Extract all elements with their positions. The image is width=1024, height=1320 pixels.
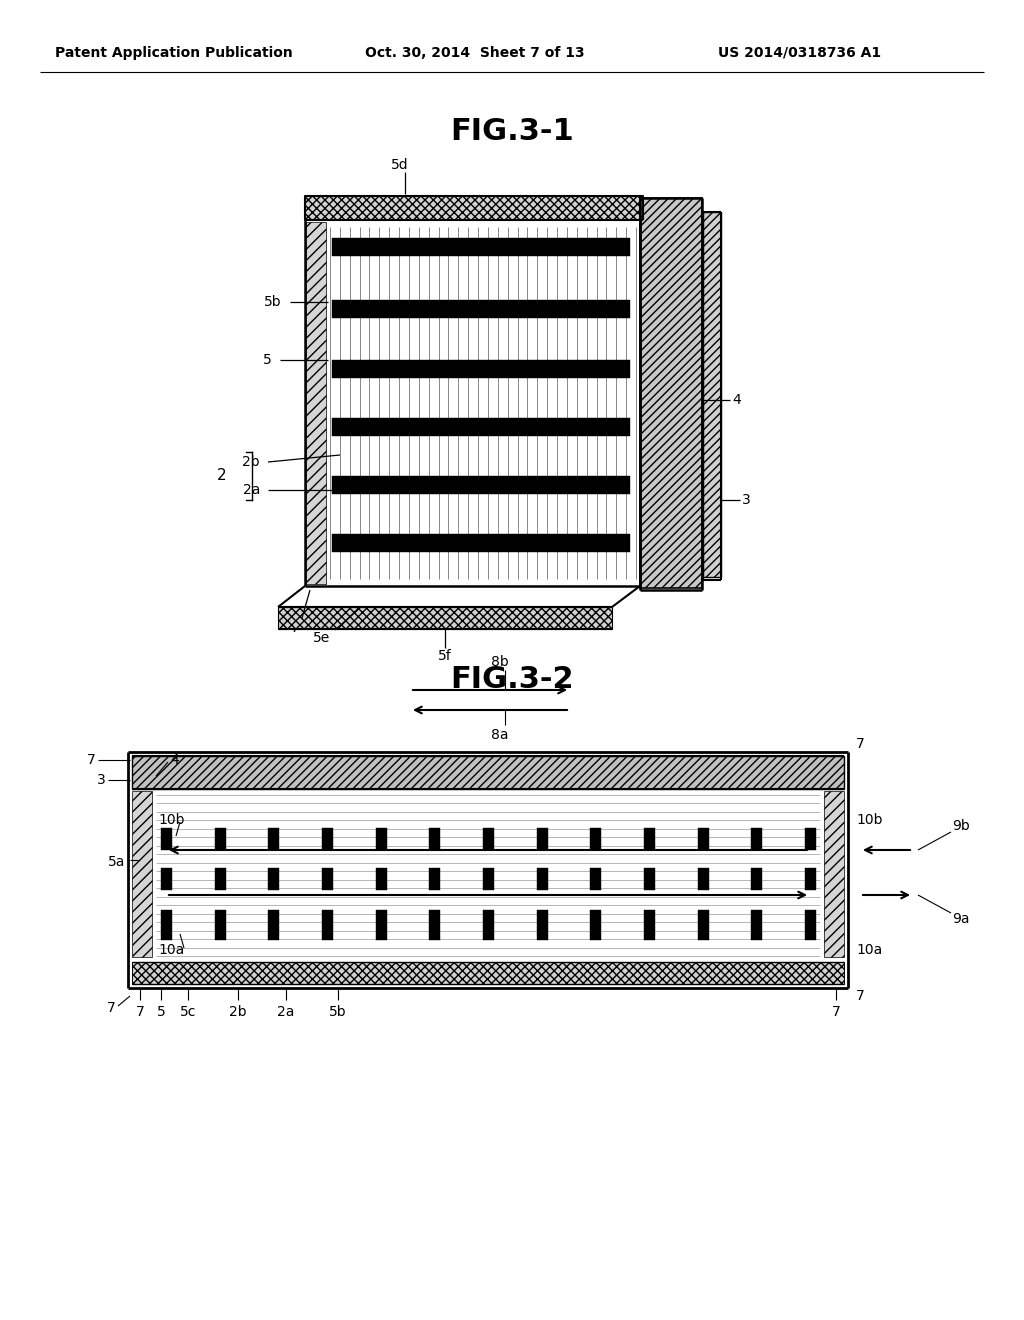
Bar: [703, 213, 721, 577]
Bar: [644, 828, 655, 850]
Bar: [640, 198, 702, 587]
Bar: [644, 909, 655, 940]
Bar: [805, 828, 816, 850]
Bar: [215, 909, 225, 940]
Bar: [590, 869, 601, 890]
Text: 5: 5: [263, 352, 272, 367]
Bar: [268, 909, 280, 940]
Bar: [376, 828, 387, 850]
Text: Patent Application Publication: Patent Application Publication: [55, 46, 293, 59]
Text: 9a: 9a: [952, 912, 970, 927]
Bar: [161, 909, 172, 940]
Bar: [697, 869, 709, 890]
Text: 2b: 2b: [243, 455, 260, 469]
Text: 10a: 10a: [856, 942, 883, 957]
Bar: [697, 909, 709, 940]
Bar: [215, 828, 225, 850]
Bar: [132, 791, 152, 957]
Bar: [483, 909, 494, 940]
Text: 7: 7: [291, 620, 299, 635]
Text: 10a: 10a: [158, 942, 184, 957]
Bar: [332, 418, 630, 436]
Bar: [537, 909, 548, 940]
Text: 9b: 9b: [952, 818, 970, 833]
Bar: [322, 869, 333, 890]
Text: FIG.3-1: FIG.3-1: [451, 117, 573, 147]
Bar: [132, 962, 844, 983]
Text: 7: 7: [856, 737, 864, 751]
Bar: [483, 869, 494, 890]
Text: 5c: 5c: [180, 1005, 197, 1019]
Text: 7: 7: [87, 752, 96, 767]
Text: 5b: 5b: [264, 294, 282, 309]
Bar: [429, 828, 440, 850]
Bar: [590, 828, 601, 850]
Bar: [305, 195, 643, 220]
Bar: [752, 909, 762, 940]
Bar: [805, 909, 816, 940]
Text: FIG.3-2: FIG.3-2: [451, 665, 573, 694]
Text: 7: 7: [856, 989, 864, 1003]
Text: 4: 4: [170, 752, 179, 767]
Text: 4: 4: [732, 393, 740, 407]
Bar: [161, 828, 172, 850]
Text: 3: 3: [742, 492, 751, 507]
Text: 2b: 2b: [229, 1005, 247, 1019]
Bar: [483, 828, 494, 850]
Text: 5: 5: [157, 1005, 165, 1019]
Bar: [161, 869, 172, 890]
Bar: [332, 238, 630, 256]
Bar: [805, 869, 816, 890]
Text: 7: 7: [831, 1005, 841, 1019]
Bar: [268, 828, 280, 850]
Text: 5a: 5a: [108, 855, 125, 869]
Text: US 2014/0318736 A1: US 2014/0318736 A1: [718, 46, 881, 59]
Text: Oct. 30, 2014  Sheet 7 of 13: Oct. 30, 2014 Sheet 7 of 13: [365, 46, 585, 59]
Bar: [332, 477, 630, 494]
Text: 5d: 5d: [391, 158, 409, 172]
Text: 2a: 2a: [278, 1005, 295, 1019]
Text: 10b: 10b: [856, 813, 883, 828]
Bar: [376, 869, 387, 890]
Bar: [332, 300, 630, 318]
Bar: [132, 756, 844, 789]
Bar: [429, 869, 440, 890]
Text: 10b: 10b: [158, 813, 184, 828]
Bar: [306, 222, 326, 583]
Bar: [824, 791, 844, 957]
Bar: [322, 909, 333, 940]
Bar: [376, 909, 387, 940]
Bar: [752, 869, 762, 890]
Text: 3: 3: [97, 774, 106, 787]
Bar: [644, 869, 655, 890]
Bar: [332, 535, 630, 552]
Bar: [537, 869, 548, 890]
Bar: [332, 360, 630, 378]
Bar: [752, 828, 762, 850]
Bar: [697, 828, 709, 850]
Bar: [429, 909, 440, 940]
Bar: [215, 869, 225, 890]
Text: 5b: 5b: [329, 1005, 347, 1019]
Bar: [268, 869, 280, 890]
Text: 5f: 5f: [438, 649, 452, 663]
Bar: [537, 828, 548, 850]
Text: 5e: 5e: [313, 631, 331, 645]
Bar: [590, 909, 601, 940]
Text: 8b: 8b: [492, 655, 509, 669]
Text: 2: 2: [216, 469, 226, 483]
Polygon shape: [328, 222, 638, 583]
Text: 7: 7: [108, 1001, 116, 1015]
Text: 8a: 8a: [492, 729, 509, 742]
Bar: [322, 828, 333, 850]
Bar: [278, 607, 612, 630]
Text: 2a: 2a: [243, 483, 260, 498]
Bar: [154, 791, 822, 960]
Text: 7: 7: [135, 1005, 144, 1019]
